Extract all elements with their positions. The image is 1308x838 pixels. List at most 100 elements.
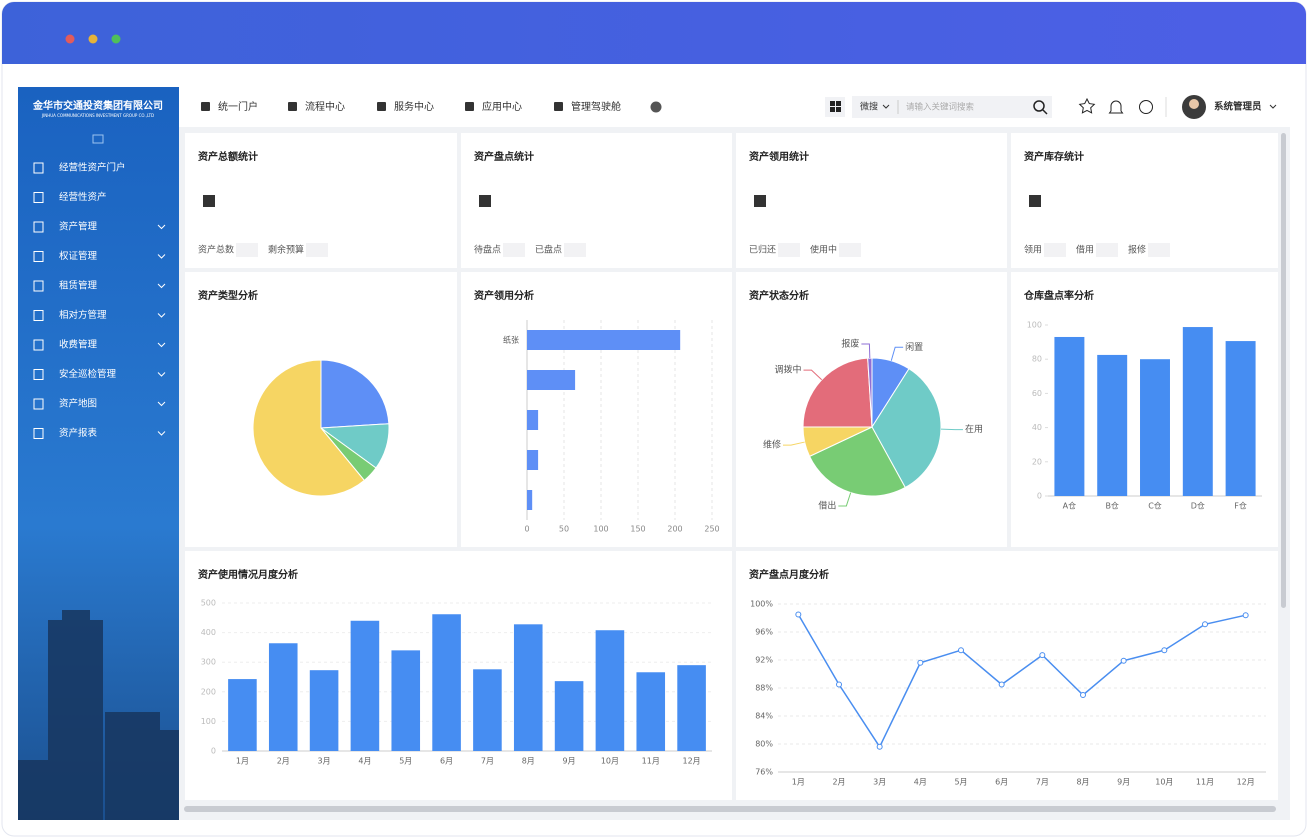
menu-icon bbox=[33, 310, 44, 321]
card bbox=[461, 272, 732, 547]
chevron bbox=[882, 104, 890, 109]
close-dot[interactable] bbox=[65, 34, 75, 44]
x-tick-label: 8月 bbox=[1076, 778, 1089, 787]
chevron bbox=[157, 401, 166, 407]
h-scrollbar[interactable] bbox=[184, 806, 1276, 812]
nav-item[interactable]: 应用中心 bbox=[482, 100, 522, 113]
menu-item[interactable]: 经营性资产 bbox=[59, 191, 107, 203]
card-title: 资产领用统计 bbox=[749, 150, 809, 163]
x-tick-label: 2月 bbox=[277, 757, 290, 766]
x-tick-label: 10月 bbox=[1155, 778, 1173, 787]
chevron bbox=[157, 254, 166, 259]
card-title: 资产领用分析 bbox=[474, 289, 534, 302]
nav-more[interactable] bbox=[650, 101, 662, 113]
nav-item[interactable]: 管理驾驶舱 bbox=[571, 100, 621, 113]
y-tick-label: 80 bbox=[1032, 355, 1042, 364]
y-tick-label: 60 bbox=[1032, 389, 1042, 398]
menu-item[interactable]: 资产地图 bbox=[59, 398, 97, 410]
x-tick-label: C仓 bbox=[1148, 501, 1162, 511]
pie-slice bbox=[252, 359, 366, 497]
x-tick-label: 6月 bbox=[995, 778, 1008, 787]
y-tick-label: 40 bbox=[1032, 423, 1042, 432]
v-scrollbar[interactable] bbox=[1281, 133, 1286, 608]
bar bbox=[527, 410, 539, 430]
y-tick-label: 300 bbox=[201, 658, 216, 667]
chevron bbox=[157, 342, 166, 348]
menu-item[interactable]: 收费管理 bbox=[59, 339, 98, 351]
point bbox=[917, 659, 924, 666]
x-tick-label: D仓 bbox=[1191, 501, 1205, 511]
user-name[interactable]: 系统管理员 bbox=[1214, 101, 1262, 113]
masked-value bbox=[236, 243, 258, 257]
menu-icon bbox=[33, 192, 44, 203]
menu-item[interactable]: 权证管理 bbox=[59, 250, 98, 262]
pie-slice bbox=[320, 359, 390, 429]
search-box[interactable] bbox=[852, 96, 1052, 118]
x-tick-label: 11月 bbox=[642, 757, 660, 766]
chevron bbox=[157, 313, 166, 318]
menu-icon bbox=[33, 251, 44, 262]
y-tick-label: 92% bbox=[755, 656, 773, 665]
masked-value bbox=[479, 195, 491, 207]
search-scope[interactable]: 微搜 bbox=[860, 101, 878, 113]
chevron bbox=[157, 224, 166, 230]
menu-icon bbox=[33, 339, 44, 351]
more-icon[interactable] bbox=[1139, 100, 1153, 114]
collapse-icon[interactable] bbox=[92, 134, 104, 144]
menu-item[interactable]: 资产管理 bbox=[59, 221, 98, 233]
x-tick-label: 12月 bbox=[682, 757, 700, 766]
y-tick-label: 96% bbox=[755, 628, 773, 637]
menu-item[interactable]: 资产报表 bbox=[59, 427, 98, 439]
x-tick-label: 150 bbox=[630, 525, 645, 534]
menu-item[interactable]: 安全巡检管理 bbox=[59, 368, 117, 380]
slice-label: 调拨中 bbox=[774, 364, 801, 376]
star-icon[interactable] bbox=[1078, 97, 1096, 114]
menu-icon bbox=[33, 428, 44, 439]
line-series bbox=[797, 614, 1246, 749]
leader-line bbox=[838, 492, 852, 507]
apps-icon bbox=[830, 101, 835, 106]
leader-line bbox=[861, 343, 871, 359]
menu-icon bbox=[33, 280, 44, 292]
menu-icon bbox=[33, 221, 44, 233]
bell-icon[interactable] bbox=[1108, 100, 1124, 114]
masked-value bbox=[754, 195, 766, 207]
max-dot[interactable] bbox=[111, 34, 121, 44]
slice-label: 维修 bbox=[763, 439, 781, 451]
nav-icon bbox=[201, 102, 210, 111]
bar bbox=[677, 665, 706, 751]
bar bbox=[513, 624, 543, 751]
x-tick-label: 3月 bbox=[318, 757, 331, 766]
y-tick-label: 500 bbox=[201, 599, 216, 608]
nav-item[interactable]: 流程中心 bbox=[305, 100, 345, 113]
bar bbox=[309, 670, 339, 751]
card-title: 仓库盘点率分析 bbox=[1023, 289, 1094, 302]
menu-item[interactable]: 租赁管理 bbox=[59, 280, 98, 292]
search-placeholder: 请输入关键词搜索 bbox=[906, 102, 974, 113]
y-tick-label: 84% bbox=[755, 712, 773, 721]
city bbox=[18, 610, 179, 820]
y-tick-label: 200 bbox=[201, 687, 216, 696]
menu-icon bbox=[33, 398, 44, 410]
masked-value bbox=[1096, 243, 1118, 257]
menu-icon bbox=[33, 369, 44, 380]
nav-item[interactable]: 统一门户 bbox=[218, 100, 258, 113]
apps-icon bbox=[830, 107, 835, 112]
bar bbox=[527, 370, 576, 390]
chevron bbox=[157, 372, 166, 377]
y-tick-label: 0 bbox=[1037, 492, 1042, 501]
min-dot[interactable] bbox=[88, 34, 98, 44]
chart: 0 100 200 300 400 500 1月 2月 3月 4月 5月 6月 7月 8月 9月 10月 11月… bbox=[201, 599, 712, 766]
x-tick-label: 8月 bbox=[522, 757, 535, 766]
search-icon[interactable] bbox=[1033, 100, 1045, 112]
x-tick-label: B仓 bbox=[1105, 501, 1119, 511]
card-title: 资产总额统计 bbox=[198, 150, 258, 163]
x-tick-label: 12月 bbox=[1237, 778, 1255, 787]
slice-label: 闲置 bbox=[905, 342, 923, 353]
menu-item[interactable]: 相对方管理 bbox=[59, 309, 107, 321]
menu-item[interactable]: 经营性资产门户 bbox=[59, 162, 126, 174]
masked-value bbox=[503, 243, 525, 257]
chart: 0 20 40 60 80 100 A仓 B仓 C仓 D仓 F仓 bbox=[1027, 321, 1262, 511]
nav-item[interactable]: 服务中心 bbox=[394, 100, 434, 113]
